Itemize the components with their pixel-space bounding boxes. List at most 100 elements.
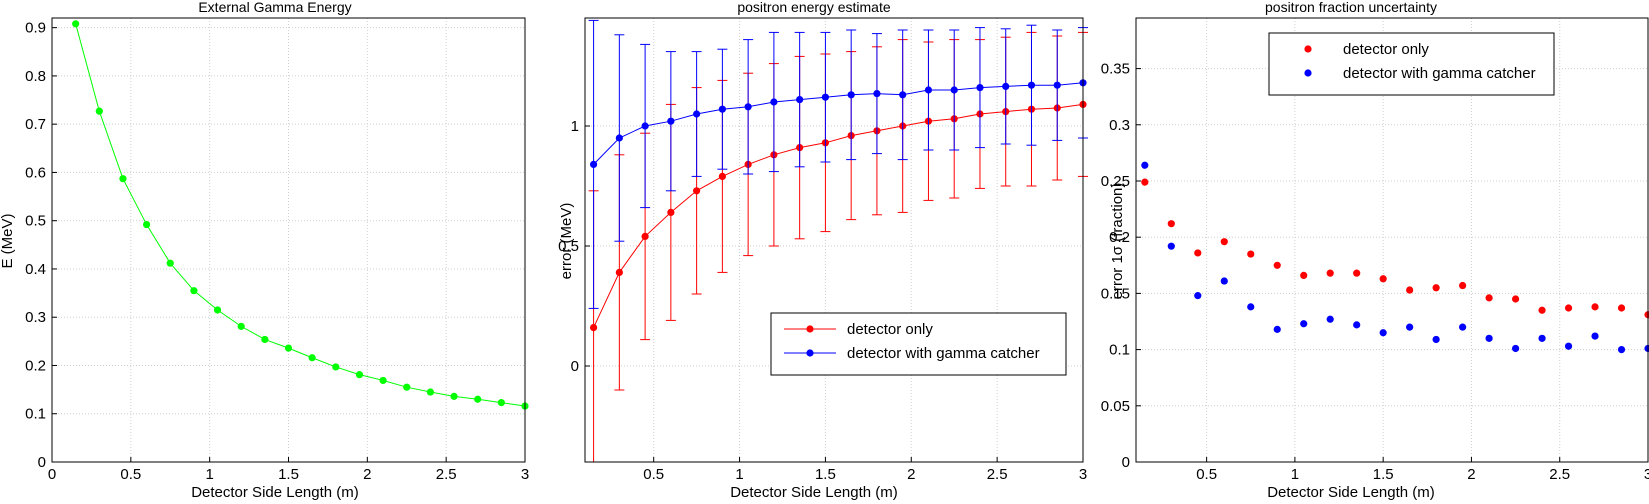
- data-point: [796, 96, 804, 104]
- y-axis-label: error 1σ (fraction): [1109, 183, 1126, 300]
- data-point: [474, 395, 482, 403]
- x-tick-label: 1: [735, 466, 743, 483]
- data-point: [1273, 261, 1281, 269]
- data-point: [1220, 277, 1228, 285]
- x-axis-label: Detector Side Length (m): [1267, 484, 1435, 501]
- data-point: [119, 175, 127, 183]
- y-tick-label: 0.8: [25, 68, 46, 85]
- data-point: [873, 90, 881, 98]
- y-tick-label: 0.3: [25, 309, 46, 326]
- x-tick-label: 0.5: [120, 466, 141, 483]
- data-point: [1167, 242, 1175, 250]
- data-point: [718, 105, 726, 113]
- x-tick-label: 2.5: [1549, 466, 1570, 483]
- x-tick-label: 2: [1467, 466, 1475, 483]
- data-point: [1485, 294, 1493, 302]
- y-tick-label: 0.6: [25, 164, 46, 181]
- y-tick-label: 1: [571, 118, 579, 135]
- data-point: [1326, 315, 1334, 323]
- data-point: [976, 84, 984, 92]
- x-tick-label: 1.5: [815, 466, 836, 483]
- series-1: [588, 19, 1088, 309]
- data-point: [1379, 329, 1387, 337]
- data-point: [1459, 323, 1467, 331]
- data-point: [1511, 295, 1520, 303]
- y-axis-label: E (MeV): [0, 213, 16, 268]
- axes-frame: [1135, 17, 1649, 463]
- x-tick-label: 0.5: [1196, 466, 1217, 483]
- data-point: [95, 107, 103, 115]
- data-point: [308, 354, 316, 362]
- data-point: [143, 220, 151, 229]
- data-point: [1538, 334, 1546, 342]
- panel-positron-fraction-uncertainty: positron fraction uncertainty Detector S…: [1101, 0, 1649, 501]
- x-tick-label: 1: [1291, 466, 1299, 483]
- data-point: [641, 232, 649, 240]
- data-point: [426, 388, 434, 396]
- axes-frame: [584, 17, 1084, 463]
- data-point: [213, 306, 222, 314]
- data-point: [1326, 269, 1334, 277]
- data-point: [1617, 345, 1626, 354]
- data-point: [821, 93, 830, 101]
- legend-marker: [1304, 69, 1312, 77]
- data-point: [1053, 81, 1061, 89]
- y-tick-label: 0.05: [1101, 398, 1130, 415]
- y-axis-label: error (MeV): [558, 203, 575, 280]
- data-point: [899, 91, 907, 99]
- data-point: [1300, 320, 1308, 328]
- data-point: [1247, 303, 1255, 311]
- plot-area: [585, 18, 1083, 462]
- data-point: [284, 344, 293, 352]
- data-point: [718, 172, 726, 180]
- data-point: [641, 122, 649, 130]
- data-point: [237, 322, 245, 330]
- x-tick-label: 3: [521, 466, 529, 483]
- data-point: [847, 91, 855, 99]
- legend: detector only detector with gamma catcher: [770, 312, 1067, 376]
- y-tick-label: 0.2: [25, 357, 46, 374]
- data-point: [1141, 161, 1149, 169]
- panel-external-gamma-energy: External Gamma Energy Detector Side Leng…: [0, 0, 529, 501]
- data-point: [1002, 82, 1010, 90]
- series-line: [593, 82, 1084, 165]
- data-point: [1538, 306, 1546, 314]
- data-point: [693, 187, 701, 195]
- y-tick-label: 0: [571, 358, 579, 375]
- axes-frame: [51, 17, 526, 463]
- data-point: [1564, 304, 1573, 312]
- data-point: [1459, 281, 1467, 290]
- panel-positron-energy-estimate: positron energy estimate Detector Side L…: [558, 0, 1088, 501]
- x-tick-label: 1.5: [1373, 466, 1394, 483]
- x-tick-label: 0.5: [643, 466, 664, 483]
- y-tick-label: 0.1: [25, 406, 46, 423]
- data-point: [1194, 292, 1202, 300]
- chart-title: External Gamma Energy: [198, 0, 351, 15]
- y-tick-label: 0.25: [1101, 173, 1130, 190]
- y-tick-label: 0.4: [25, 261, 46, 278]
- legend-marker: [1304, 45, 1312, 53]
- series-1: [1141, 161, 1649, 354]
- data-point: [1353, 269, 1361, 277]
- data-point: [497, 399, 505, 407]
- series-0: [72, 20, 529, 410]
- y-tick-label: 0.15: [1101, 285, 1130, 302]
- legend: detector only detector with gamma catcher: [1268, 32, 1555, 96]
- x-axis-label: Detector Side Length (m): [191, 484, 359, 501]
- legend-label: detector with gamma catcher: [1343, 65, 1536, 82]
- series-line: [593, 103, 1084, 328]
- data-point: [693, 110, 701, 118]
- legend-marker: [806, 325, 814, 333]
- data-point: [1564, 342, 1573, 350]
- series-0: [1141, 178, 1649, 319]
- data-point: [1511, 344, 1520, 353]
- data-point: [1220, 238, 1228, 246]
- legend-label: detector only: [1343, 41, 1429, 58]
- data-point: [1406, 323, 1414, 331]
- data-point: [261, 335, 269, 344]
- legend-box: [1268, 32, 1555, 96]
- data-point: [950, 86, 958, 94]
- x-tick-label: 0: [48, 466, 56, 483]
- y-tick-label: 0.9: [25, 20, 46, 37]
